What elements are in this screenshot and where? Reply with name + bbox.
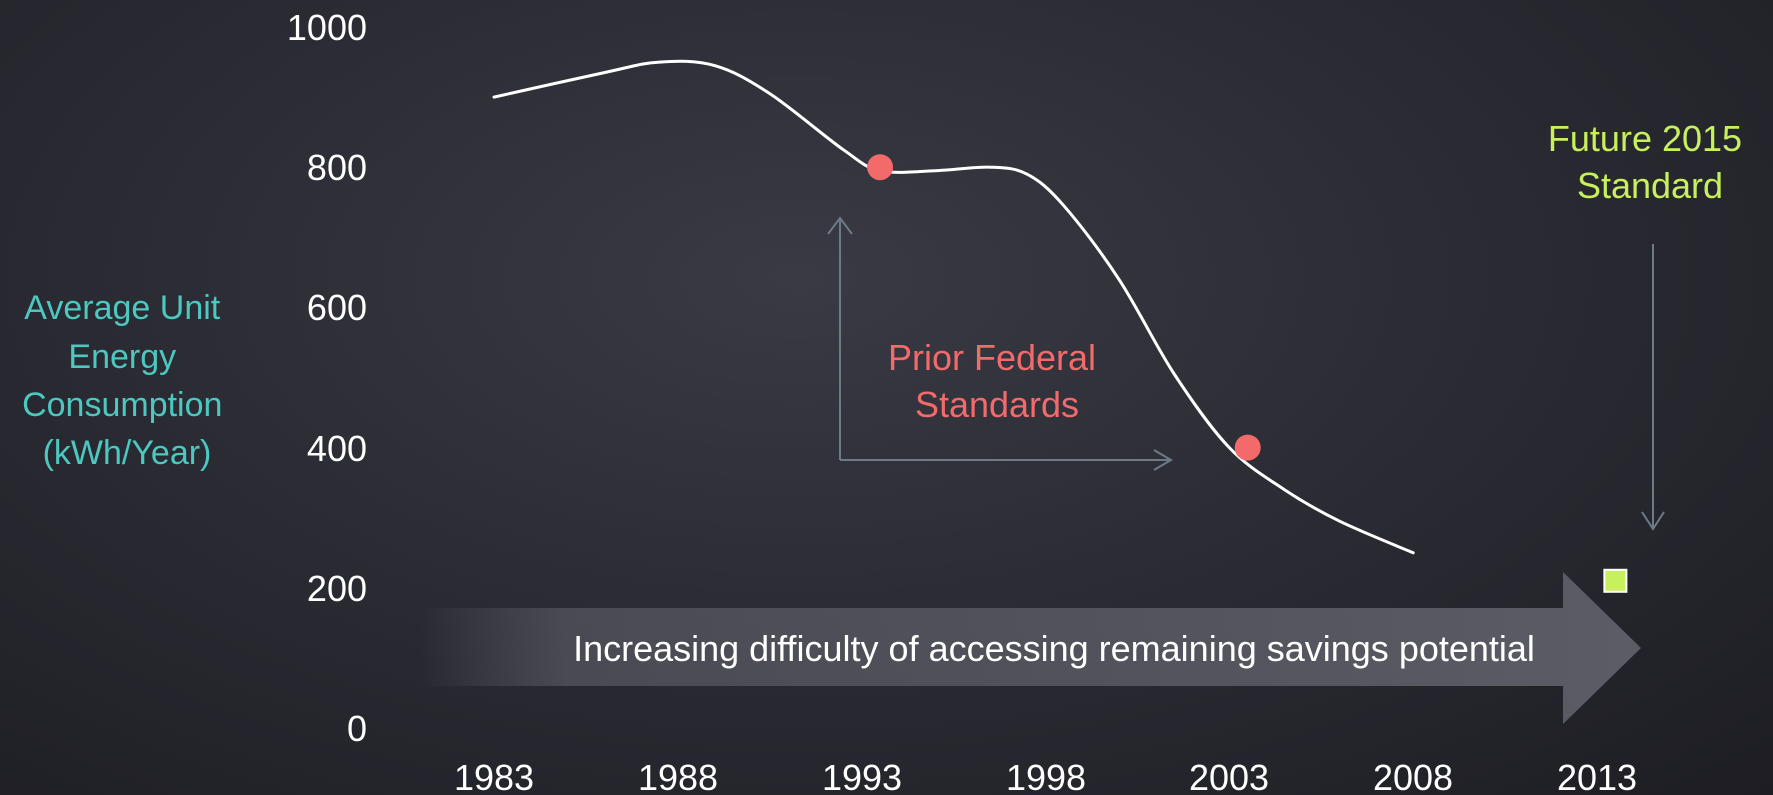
y-tick-label: 1000 xyxy=(287,7,367,48)
x-tick-label: 2003 xyxy=(1189,757,1269,795)
y-tick-label: 600 xyxy=(307,287,367,328)
x-tick-label: 1993 xyxy=(822,757,902,795)
future-standard-label-line: Standard xyxy=(1577,165,1723,206)
x-tick-label: 2008 xyxy=(1373,757,1453,795)
future-standard-label-line: Future 2015 xyxy=(1548,118,1742,159)
y-axis-label-line: Average Unit xyxy=(24,289,220,327)
consumption-line xyxy=(492,59,1415,555)
prior-standards-pointer xyxy=(827,216,1173,471)
y-axis-label-line: Consumption xyxy=(22,386,222,424)
x-axis-ticks: 1983 1988 1993 1998 2003 2008 2013 xyxy=(454,757,1637,795)
x-tick-label: 1998 xyxy=(1006,757,1086,795)
prior-standards-label-line: Standards xyxy=(915,384,1079,425)
y-axis-label-line: Energy xyxy=(68,338,176,376)
difficulty-arrow xyxy=(420,572,1641,724)
standard-point xyxy=(867,154,894,181)
y-axis-ticks: 1000 800 600 400 200 0 xyxy=(287,7,367,749)
y-tick-label: 800 xyxy=(307,147,367,188)
x-tick-label: 2013 xyxy=(1557,757,1637,795)
plot-area xyxy=(492,59,1628,593)
prior-standards-label: Prior Federal Standards xyxy=(888,337,1106,425)
x-tick-label: 1983 xyxy=(454,757,534,795)
y-tick-label: 0 xyxy=(347,708,367,749)
future-standard-point xyxy=(1603,568,1628,593)
x-tick-label: 1988 xyxy=(638,757,718,795)
y-tick-label: 200 xyxy=(307,568,367,609)
standard-point xyxy=(1234,434,1261,461)
difficulty-arrow-label: Increasing difficulty of accessing remai… xyxy=(573,628,1535,669)
y-tick-label: 400 xyxy=(307,428,367,469)
y-axis-label-line: (kWh/Year) xyxy=(43,434,212,472)
prior-standards-label-line: Prior Federal xyxy=(888,337,1096,378)
y-axis-label: Average Unit Energy Consumption (kWh/Yea… xyxy=(22,289,232,472)
future-standard-label: Future 2015 Standard xyxy=(1548,118,1752,206)
future-standard-pointer xyxy=(1641,244,1665,531)
